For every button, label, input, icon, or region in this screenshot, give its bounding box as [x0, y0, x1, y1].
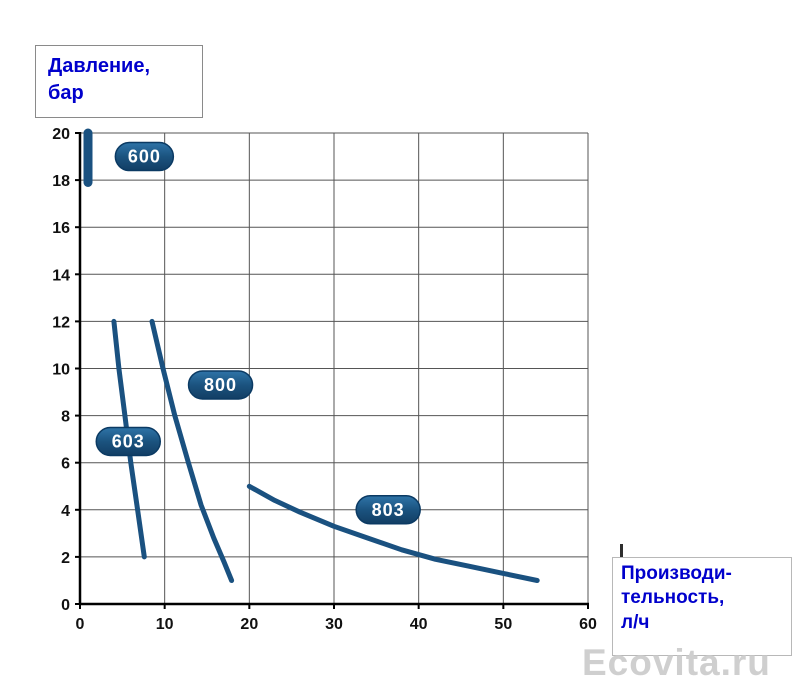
x-tick-label: 0	[76, 616, 85, 633]
y-tick-label: 12	[52, 314, 70, 331]
model-badge-603	[95, 426, 162, 457]
y-tick-label: 18	[52, 173, 70, 190]
y-axis-label-box: Давление, бар	[35, 45, 203, 118]
curve-800	[149, 318, 235, 583]
model-badge-800	[187, 370, 254, 400]
y-tick-label: 2	[61, 550, 70, 567]
x-tick-label: 40	[410, 616, 428, 633]
y-tick-label: 6	[61, 456, 70, 473]
curve-803	[246, 483, 540, 583]
model-badge-label-803: 803	[372, 500, 405, 520]
x-tick-label: 60	[579, 616, 597, 633]
stray-tick-mark	[620, 544, 623, 557]
x-tick-label: 50	[494, 616, 512, 633]
y-tick-label: 4	[61, 503, 70, 520]
x-axis-label-box: Производи- тельность, л/ч	[612, 557, 792, 656]
watermark: Ecovita.ru	[582, 642, 771, 683]
y-tick-label: 8	[61, 409, 70, 426]
model-badge-label-603: 603	[112, 432, 145, 452]
model-badge-600	[114, 141, 175, 172]
y-tick-label: 20	[52, 126, 70, 143]
model-badge-label-800: 800	[204, 375, 237, 395]
y-tick-label: 14	[52, 267, 70, 284]
x-tick-label: 10	[156, 616, 174, 633]
y-tick-label: 16	[52, 220, 70, 237]
model-badge-label-600: 600	[128, 147, 161, 167]
y-tick-label: 10	[52, 362, 70, 379]
y-tick-label: 0	[61, 597, 70, 614]
x-tick-label: 30	[325, 616, 343, 633]
x-tick-label: 20	[240, 616, 258, 633]
model-badge-803	[355, 495, 421, 525]
